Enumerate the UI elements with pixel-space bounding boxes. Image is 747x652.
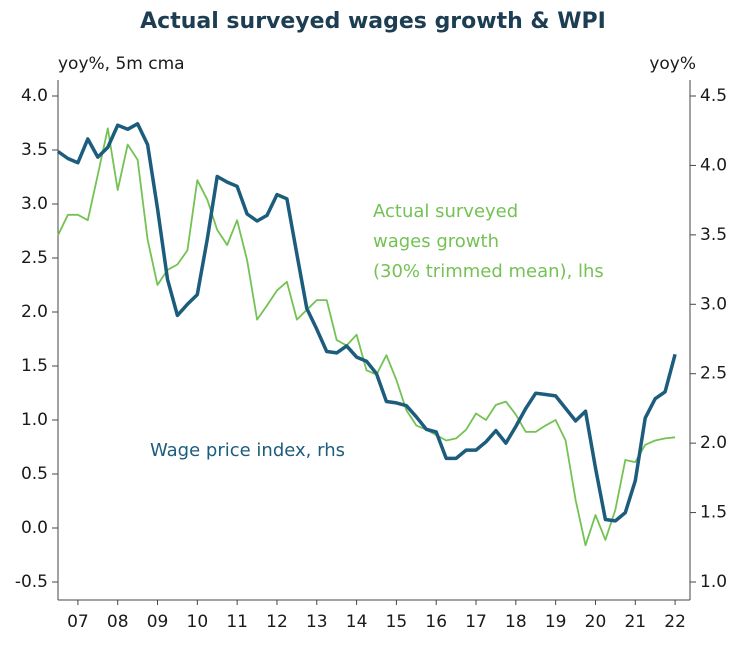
y-tick-label: 1.0: [21, 410, 48, 430]
y-tick-label: 0.5: [21, 464, 48, 484]
y-tick-label: 0.0: [21, 518, 48, 538]
x-tick-label: 20: [585, 612, 607, 632]
y-tick-label: 1.5: [21, 356, 48, 376]
y2-tick-label: 3.5: [700, 225, 727, 245]
annotation: Actual surveyed: [373, 201, 518, 222]
y-axis-label: yoy%, 5m cma: [58, 54, 185, 74]
x-tick-label: 21: [624, 612, 646, 632]
chart-title: Actual surveyed wages growth & WPI: [140, 9, 606, 34]
y-tick-label: 3.5: [21, 140, 48, 160]
annotation: wages growth: [373, 231, 499, 252]
x-tick-label: 09: [147, 612, 169, 632]
series-line: [56, 122, 677, 523]
y2-tick-label: 4.5: [700, 86, 727, 106]
x-tick-label: 14: [346, 612, 368, 632]
x-tick-label: 08: [107, 612, 129, 632]
y2-tick-label: 4.0: [700, 155, 727, 175]
y-tick-label: 4.0: [21, 86, 48, 106]
annotation: Wage price index, rhs: [150, 440, 345, 461]
x-tick-label: 17: [465, 612, 487, 632]
x-tick-label: 15: [386, 612, 408, 632]
y-tick-label: -0.5: [15, 572, 48, 592]
y2-tick-label: 2.5: [700, 364, 727, 384]
x-tick-label: 18: [505, 612, 527, 632]
x-tick-label: 07: [67, 612, 89, 632]
y2-tick-label: 3.0: [700, 294, 727, 314]
x-tick-label: 22: [664, 612, 686, 632]
series-line: [57, 127, 676, 547]
x-tick-label: 12: [266, 612, 288, 632]
y2-tick-label: 2.0: [700, 433, 727, 453]
x-tick-label: 10: [187, 612, 209, 632]
y2-axis-label: yoy%: [649, 54, 696, 74]
y-tick-label: 2.0: [21, 302, 48, 322]
x-tick-label: 11: [226, 612, 248, 632]
y-tick-label: 2.5: [21, 248, 48, 268]
x-tick-label: 16: [425, 612, 447, 632]
y-tick-label: 3.0: [21, 194, 48, 214]
y2-tick-label: 1.0: [700, 572, 727, 592]
y2-tick-label: 1.5: [700, 503, 727, 523]
annotation: (30% trimmed mean), lhs: [373, 261, 604, 282]
x-tick-label: 13: [306, 612, 328, 632]
x-tick-label: 19: [545, 612, 567, 632]
